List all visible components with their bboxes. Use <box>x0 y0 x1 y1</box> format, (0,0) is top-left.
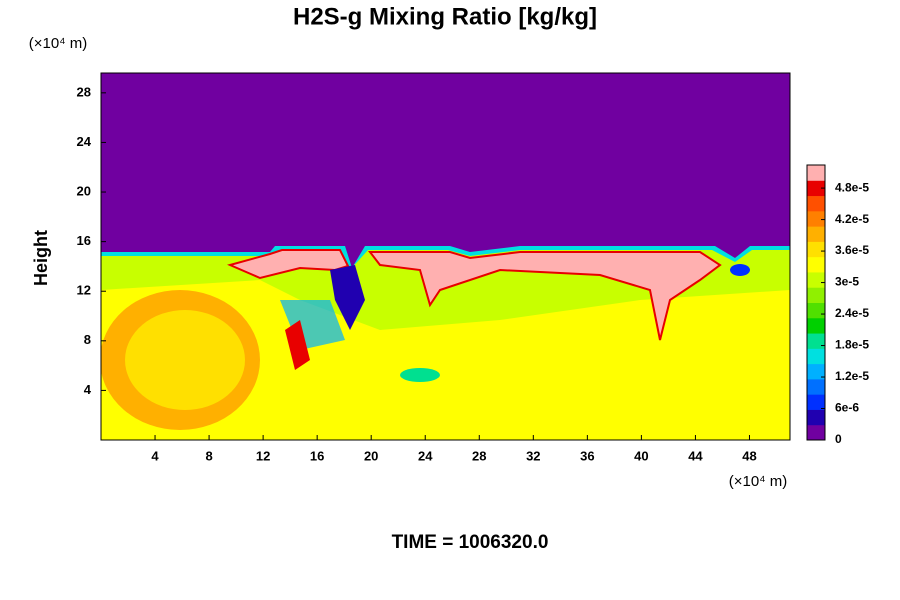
y-tick-label: 24 <box>77 134 92 149</box>
y-tick-label: 12 <box>77 283 91 298</box>
plot-frame <box>100 72 791 441</box>
field-red <box>285 320 310 370</box>
field-blue <box>730 264 750 276</box>
x-unit: (×10⁴ m) <box>729 473 788 490</box>
y-tick-label: 20 <box>77 183 91 198</box>
colorbar-tick-label: 4.8e-5 <box>835 180 869 194</box>
colorbar-band <box>807 180 825 197</box>
chart-title: H2S-g Mixing Ratio [kg/kg] <box>293 3 597 30</box>
x-tick-label: 16 <box>310 448 324 463</box>
field <box>101 73 790 440</box>
colorbar-band <box>807 333 825 349</box>
colorbar-band <box>807 317 825 334</box>
x-tick-label: 32 <box>526 448 540 463</box>
x-tick-label: 4 <box>151 448 159 463</box>
colorbar-band <box>807 424 825 441</box>
x-tick-label: 24 <box>418 448 433 463</box>
colorbar-tick-label: 6e-6 <box>835 401 859 415</box>
colorbar-band <box>807 409 825 426</box>
x-tick-label: 48 <box>742 448 756 463</box>
field-orange-core <box>125 310 245 410</box>
colorbar-tick-label: 3e-5 <box>835 275 859 289</box>
y-tick-label: 28 <box>77 84 91 99</box>
y-tick-label: 16 <box>77 233 91 248</box>
colorbar-band <box>807 363 825 380</box>
field-green <box>400 368 440 382</box>
y-tick-label: 8 <box>84 332 91 347</box>
y-tick-label: 4 <box>84 382 92 397</box>
colorbar-band <box>807 241 825 258</box>
colorbar-tick-label: 4.2e-5 <box>835 212 869 226</box>
x-tick-label: 20 <box>364 448 378 463</box>
colorbar-frame <box>806 164 826 441</box>
field-yellow <box>101 280 790 440</box>
colorbar-band <box>807 394 825 410</box>
x-tick-label: 44 <box>688 448 703 463</box>
x-tick-label: 36 <box>580 448 594 463</box>
x-tick-label: 28 <box>472 448 486 463</box>
colorbar-band <box>807 226 825 242</box>
colorbar-tick-label: 3.6e-5 <box>835 243 869 257</box>
colorbar-band <box>807 302 825 319</box>
colorbar-band <box>807 256 825 273</box>
x-tick-label: 8 <box>205 448 212 463</box>
field-pink <box>226 249 350 280</box>
colorbar-band <box>807 210 825 227</box>
colorbar-tick-label: 1.8e-5 <box>835 338 869 352</box>
x-tick-label: 40 <box>634 448 648 463</box>
x-tick-label: 12 <box>256 448 270 463</box>
y-unit: (×10⁴ m) <box>29 35 88 52</box>
field-blue <box>330 265 365 330</box>
colorbar-band <box>807 195 825 212</box>
colorbar-band <box>807 378 825 395</box>
colorbar-tick-label: 1.2e-5 <box>835 369 869 383</box>
colorbar-band <box>807 271 825 288</box>
time-label: TIME = 1006320.0 <box>392 532 549 553</box>
colorbar-band <box>807 165 825 181</box>
field-pink <box>367 251 722 341</box>
y-axis-label: Height <box>31 230 51 286</box>
colorbar-tick-label: 2.4e-5 <box>835 306 869 320</box>
colorbar-tick-label: 0 <box>835 432 842 446</box>
colorbar-band <box>807 287 825 303</box>
colorbar-band <box>807 348 825 365</box>
